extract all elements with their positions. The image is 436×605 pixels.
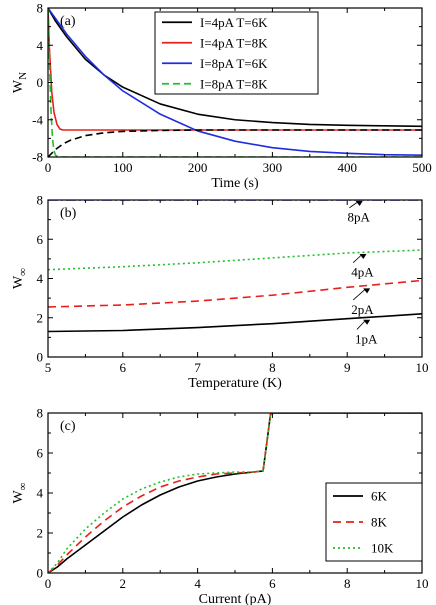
x-tick-label: 200 bbox=[188, 160, 208, 175]
series-line-i-4pa-t-6k bbox=[48, 8, 422, 128]
y-axis-label-main: W bbox=[11, 275, 26, 289]
x-tick-label: 4 bbox=[194, 576, 201, 591]
chart-panel-1: 0 100 200 300 400 500 -8 -4 0 4 8 Time (s) WN (a) I=4p… bbox=[11, 1, 432, 192]
x-tick-label: 10 bbox=[416, 360, 429, 375]
annotation-label: 8pA bbox=[347, 210, 370, 225]
x-tick-label: 8 bbox=[269, 360, 276, 375]
annotation-label: 4pA bbox=[351, 265, 374, 280]
legend-entry: 8K bbox=[371, 515, 388, 530]
annotation-arrow bbox=[352, 289, 366, 301]
x-axis-label: Current (pA) bbox=[199, 592, 272, 605]
y-tick-label: 2 bbox=[37, 310, 44, 325]
x-tick-label: 2 bbox=[120, 576, 127, 591]
legend: 6K 8K 10K bbox=[325, 482, 423, 562]
annotation-arrowhead bbox=[359, 253, 367, 259]
annotation-arrowhead bbox=[363, 288, 371, 294]
legend-box bbox=[154, 11, 319, 95]
legend-entry: I=4pA T=8K bbox=[200, 35, 268, 50]
series-group bbox=[48, 413, 422, 573]
legend-entry: 6K bbox=[371, 489, 388, 504]
annotation-arrow bbox=[352, 254, 362, 263]
x-axis-label: Temperature (K) bbox=[188, 376, 282, 391]
y-tick-label: 4 bbox=[37, 38, 44, 53]
series-line-8k bbox=[48, 413, 422, 573]
y-axis-label-sub: ∞ bbox=[17, 268, 29, 276]
panel-label: (a) bbox=[60, 14, 76, 29]
x-tick-label: 0 bbox=[45, 160, 52, 175]
x-tick-label: 500 bbox=[412, 160, 432, 175]
y-tick-label: 0 bbox=[37, 566, 44, 581]
y-axis-label-sub: N bbox=[17, 72, 29, 80]
y-tick-label: 0 bbox=[37, 350, 44, 365]
y-axis-label: W∞ bbox=[11, 482, 29, 503]
y-axis-label: WN bbox=[11, 72, 29, 93]
y-tick-label: 6 bbox=[37, 446, 44, 461]
series-line-i-4pa-t-8k bbox=[48, 8, 422, 131]
x-tick-label: 7 bbox=[194, 360, 201, 375]
y-tick-label: 6 bbox=[37, 232, 44, 247]
y-tick-label: -8 bbox=[32, 150, 43, 165]
x-tick-label: 400 bbox=[337, 160, 357, 175]
legend-entry: 10K bbox=[371, 541, 394, 556]
panel-label: (b) bbox=[60, 206, 77, 221]
y-tick-label: 8 bbox=[37, 406, 44, 421]
annotation-arrow bbox=[349, 201, 358, 209]
y-tick-label: 4 bbox=[37, 486, 44, 501]
annotation-arrow bbox=[356, 320, 366, 330]
x-tick-label: 5 bbox=[45, 360, 52, 375]
series-line-1pa bbox=[48, 313, 422, 333]
x-tick-label: 10 bbox=[416, 576, 429, 591]
y-tick-label: 8 bbox=[37, 193, 44, 208]
y-axis-label: W∞ bbox=[11, 268, 29, 289]
x-tick-label: 100 bbox=[113, 160, 133, 175]
annotation-arrowhead bbox=[355, 201, 363, 206]
legend: I=4pA T=6K I=4pA T=8K I=8pA T=6K I=8pA T=8K bbox=[154, 11, 319, 95]
x-tick-label: 6 bbox=[120, 360, 127, 375]
y-tick-label: -4 bbox=[32, 112, 43, 127]
series-line-10k bbox=[48, 413, 422, 573]
annotation-arrowhead bbox=[363, 319, 371, 325]
x-tick-label: 9 bbox=[344, 360, 351, 375]
x-axis-label: Time (s) bbox=[211, 176, 259, 191]
x-tick-label: 6 bbox=[269, 576, 276, 591]
y-axis-label-sub: ∞ bbox=[17, 482, 29, 490]
legend-entry: I=8pA T=6K bbox=[200, 56, 268, 71]
annotation-label: 1pA bbox=[355, 331, 378, 346]
y-axis-label-main: W bbox=[11, 79, 26, 93]
x-tick-label: 300 bbox=[263, 160, 283, 175]
annotation-label: 2pA bbox=[351, 302, 374, 317]
series-group bbox=[48, 200, 422, 333]
chart-panel-3: 0 2 4 6 8 10 0 2 4 6 8 Current (pA) W∞ (c) 6K 8K 10K bbox=[11, 406, 429, 605]
x-tick-label: 0 bbox=[45, 576, 52, 591]
y-tick-label: 2 bbox=[37, 526, 44, 541]
y-tick-label: 8 bbox=[37, 1, 44, 16]
series-line-6k bbox=[48, 413, 422, 573]
panel-label: (c) bbox=[60, 419, 76, 434]
series-line-2pa bbox=[48, 279, 422, 308]
legend-entry: I=8pA T=8K bbox=[200, 76, 268, 91]
legend-entry: I=4pA T=6K bbox=[200, 15, 268, 30]
y-tick-label: 0 bbox=[37, 75, 44, 90]
x-tick-label: 8 bbox=[344, 576, 351, 591]
y-axis-label-main: W bbox=[11, 490, 26, 504]
series-line-extra-4 bbox=[48, 129, 422, 157]
y-tick-label: 4 bbox=[37, 271, 44, 286]
